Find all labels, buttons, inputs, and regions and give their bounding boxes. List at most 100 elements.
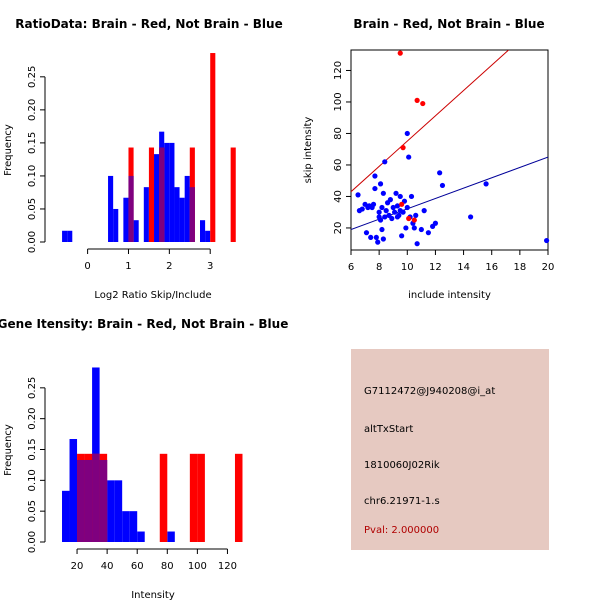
bar-not-brain [167,531,175,542]
x-tick-label: 120 [218,561,237,572]
bar-not-brain [122,511,130,542]
event-type: altTxStart [364,424,414,435]
bar-overlap [84,459,93,542]
bar-overlap [77,459,85,542]
bar-not-brain [114,480,123,542]
point-not-brain [406,154,412,160]
point-not-brain [383,208,389,214]
bar-not-brain [137,531,145,542]
point-not-brain [397,193,403,200]
y-axis-label: Frequency [3,424,14,476]
point-not-brain [382,159,388,165]
probe-id: G7112472@J940208@i_at [364,386,496,397]
x-tick-label: 18 [513,262,526,273]
y-tick-label: 0.20 [27,408,38,430]
bar-not-brain [143,187,149,242]
bar-overlap [128,175,134,242]
x-tick-label: 20 [71,561,84,572]
y-tick-label: 0.05 [27,198,38,220]
bar-not-brain [164,142,170,242]
point-not-brain [380,236,386,242]
point-not-brain [379,226,385,233]
point-not-brain [396,212,402,218]
y-tick-label: 60 [333,159,344,172]
fit-line-brain [351,50,509,193]
bar-not-brain [107,480,115,542]
y-tick-label: 0.10 [27,469,38,491]
point-not-brain [400,209,406,215]
y-tick-label: 120 [333,61,344,80]
point-not-brain [421,208,427,214]
bar-not-brain [184,175,190,242]
point-not-brain [439,182,446,189]
point-not-brain [387,197,393,203]
bar-brain [148,147,155,242]
point-not-brain [389,215,395,222]
y-tick-label: 100 [333,92,344,111]
x-tick-label: 10 [401,262,414,273]
point-not-brain [377,181,384,187]
point-not-brain [359,206,365,212]
y-axis-label: Frequency [3,124,14,176]
info-panel: G7112472@J940208@i_at altTxStart 1810060… [351,349,549,550]
point-not-brain [432,220,439,226]
bar-overlap [159,147,165,242]
point-not-brain [382,214,388,220]
bar-not-brain [62,230,68,242]
x-tick-label: 6 [348,262,354,273]
point-not-brain [376,209,382,215]
bar-not-brain [169,142,175,242]
x-tick-label: 14 [457,262,470,273]
bar-brain [197,453,205,542]
point-brain [406,215,412,222]
bar-overlap [99,459,108,542]
y-tick-label: 0.25 [27,377,38,399]
point-not-brain [408,193,415,200]
point-not-brain [392,209,398,215]
point-not-brain [380,190,386,196]
y-tick-label: 0.10 [27,165,38,187]
point-not-brain [363,230,370,236]
plot-frame [350,49,549,251]
bar-not-brain [133,220,139,242]
x-tick-label: 80 [161,561,174,572]
x-tick-label: 60 [131,561,144,572]
point-not-brain [411,225,417,231]
point-not-brain [413,212,419,218]
pval: Pval: 2.000000 [364,525,440,536]
point-not-brain [377,217,384,223]
bar-brain [159,453,168,542]
point-not-brain [372,173,378,179]
x-tick-label: 100 [188,561,207,572]
point-brain [414,97,420,103]
point-not-brain [393,190,399,196]
bar-brain [234,453,243,542]
y-tick-label: 0.05 [27,500,38,522]
point-brain [399,201,405,207]
point-not-brain [437,170,443,176]
y-tick-label: 0.25 [27,66,38,88]
point-not-brain [399,233,405,239]
point-not-brain [355,192,361,198]
bar-not-brain [123,197,129,242]
point-not-brain [418,226,424,233]
y-tick-label: 0.15 [27,132,38,154]
bar-not-brain [179,197,185,242]
point-not-brain [403,225,409,231]
point-brain [397,50,403,56]
point-not-brain [543,237,550,244]
x-axis-label: Log2 Ratio Skip/Include [94,290,211,301]
x-tick-label: 40 [101,561,114,572]
bar-not-brain [205,230,211,242]
x-axis-label: include intensity [408,290,491,301]
point-not-brain [404,130,410,137]
bar-not-brain [113,208,119,242]
bar-overlap [189,187,195,242]
x-tick-label: 2 [166,261,172,272]
point-not-brain [373,234,379,241]
bar-not-brain [108,175,114,242]
point-not-brain [394,203,401,209]
x-tick-label: 3 [207,261,213,272]
point-not-brain [425,230,431,236]
chart-title: RatioData: Brain - Red, Not Brain - Blue [15,17,282,31]
